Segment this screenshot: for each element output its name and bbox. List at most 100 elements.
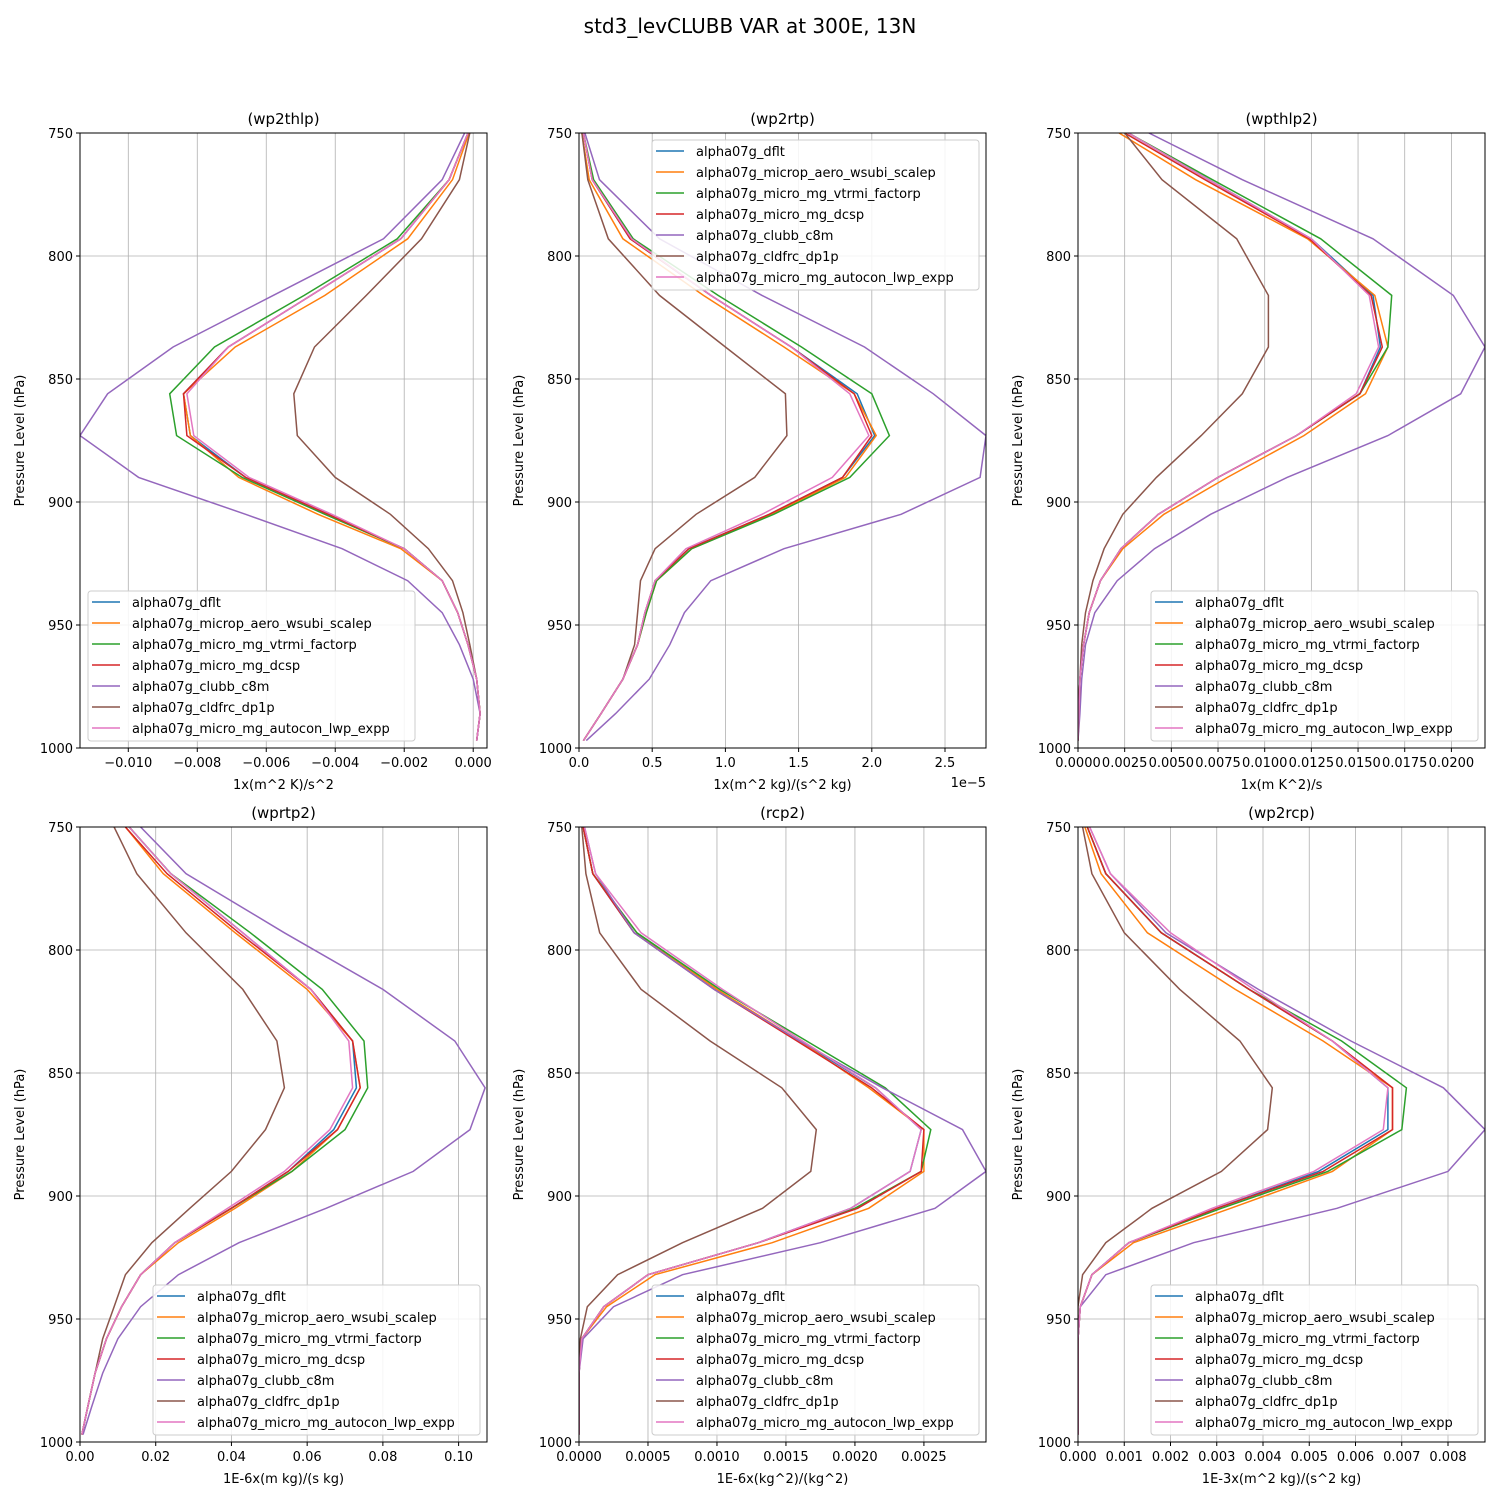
x-tick-label: 1.5 bbox=[788, 756, 809, 771]
series-line-alpha07g_cldfrc_dp1p bbox=[293, 133, 481, 741]
y-tick-label: 850 bbox=[1046, 373, 1071, 388]
y-tick-label: 1000 bbox=[1038, 742, 1071, 757]
legend-label: alpha07g_micro_mg_vtrmi_factorp bbox=[1195, 1332, 1420, 1347]
legend: alpha07g_dflt alpha07g_microp_aero_wsubi_… bbox=[1150, 1284, 1479, 1436]
legend-label: alpha07g_micro_mg_dcsp bbox=[132, 659, 300, 674]
legend-label: alpha07g_cldfrc_dp1p bbox=[197, 1395, 340, 1410]
x-tick-label: 0.000 bbox=[1059, 1450, 1096, 1465]
series-group bbox=[80, 133, 481, 741]
series-line-alpha07g_microp_aero_wsubi_scalep bbox=[1078, 827, 1394, 1435]
legend-label: alpha07g_micro_mg_vtrmi_factorp bbox=[132, 638, 357, 653]
y-axis-label: Pressure Level (hPa) bbox=[1011, 375, 1026, 507]
legend: alpha07g_dflt alpha07g_microp_aero_wsubi_… bbox=[651, 1284, 980, 1436]
x-axis-label: 1E-6x(kg^2)/(kg^2) bbox=[717, 1472, 849, 1487]
y-tick-label: 750 bbox=[48, 821, 73, 836]
x-tick-label: 0.0050 bbox=[1149, 756, 1195, 771]
legend-label: alpha07g_dflt bbox=[1195, 1290, 1284, 1305]
y-tick-label: 1000 bbox=[539, 742, 572, 757]
series-line-alpha07g_cldfrc_dp1p bbox=[1078, 133, 1270, 741]
y-tick-label: 900 bbox=[1046, 496, 1071, 511]
subplot-title: (rcp2) bbox=[760, 804, 805, 822]
x-tick-label: 1.0 bbox=[715, 756, 736, 771]
series-line-alpha07g_micro_mg_autocon_lwp_expp bbox=[186, 133, 481, 741]
x-tick-label: 0.0025 bbox=[901, 1450, 947, 1465]
x-tick-label: 0.005 bbox=[1291, 1450, 1328, 1465]
x-tick-label: 0.5 bbox=[642, 756, 663, 771]
y-tick-label: 1000 bbox=[539, 1436, 572, 1451]
x-tick-label: 0.003 bbox=[1198, 1450, 1235, 1465]
series-line-alpha07g_clubb_c8m bbox=[82, 827, 486, 1435]
legend-box bbox=[87, 590, 416, 742]
x-axis-label: 1E-6x(m kg)/(s kg) bbox=[223, 1472, 344, 1487]
legend-label: alpha07g_micro_mg_autocon_lwp_expp bbox=[197, 1416, 455, 1431]
series-line-alpha07g_cldfrc_dp1p bbox=[81, 827, 286, 1435]
x-tick-label: 0.0010 bbox=[694, 1450, 740, 1465]
legend-label: alpha07g_clubb_c8m bbox=[1195, 680, 1332, 695]
legend-label: alpha07g_microp_aero_wsubi_scalep bbox=[696, 166, 936, 181]
legend: alpha07g_dflt alpha07g_microp_aero_wsubi_… bbox=[152, 1284, 481, 1436]
subplot-2: 0.0 0.5 1.0 1.5 2.0 2.5 750 800 850 900 950 1000 (wp… bbox=[512, 110, 987, 793]
y-tick-label: 750 bbox=[1046, 127, 1071, 142]
y-tick-label: 750 bbox=[1046, 821, 1071, 836]
y-tick-label: 950 bbox=[1046, 619, 1071, 634]
x-tick-label: 0.0020 bbox=[832, 1450, 878, 1465]
x-tick-label: 0.00 bbox=[66, 1450, 95, 1465]
y-tick-label: 800 bbox=[547, 250, 572, 265]
subplot-5: 0.0000 0.0005 0.0010 0.0015 0.0020 0.0025 750 8… bbox=[512, 804, 987, 1487]
legend-label: alpha07g_clubb_c8m bbox=[197, 1374, 334, 1389]
y-tick-label: 950 bbox=[547, 1313, 572, 1328]
x-tick-label: 0.0 bbox=[569, 756, 590, 771]
y-tick-label: 800 bbox=[1046, 944, 1071, 959]
series-line-alpha07g_clubb_c8m bbox=[1078, 133, 1485, 741]
plot-frame bbox=[1077, 132, 1486, 749]
x-axis-label: 1x(m K^2)/s bbox=[1241, 778, 1323, 793]
subplot-6: 0.000 0.001 0.002 0.003 0.004 0.005 0.006 0.007… bbox=[1011, 804, 1486, 1487]
y-axis-label: Pressure Level (hPa) bbox=[13, 375, 28, 507]
series-group bbox=[1078, 827, 1485, 1435]
legend-label: alpha07g_micro_mg_dcsp bbox=[197, 1353, 365, 1368]
x-offset-text: 1e−5 bbox=[951, 776, 986, 791]
subplot-title: (wprtp2) bbox=[251, 804, 316, 822]
x-tick-label: −0.010 bbox=[104, 756, 152, 771]
y-tick-label: 850 bbox=[48, 373, 73, 388]
legend-label: alpha07g_micro_mg_autocon_lwp_expp bbox=[1195, 1416, 1453, 1431]
x-tick-label: 0.0100 bbox=[1242, 756, 1288, 771]
x-tick-label: 2.5 bbox=[935, 756, 956, 771]
x-tick-label: 0.007 bbox=[1383, 1450, 1420, 1465]
y-tick-label: 800 bbox=[48, 944, 73, 959]
series-line-alpha07g_clubb_c8m bbox=[80, 133, 481, 741]
legend-label: alpha07g_clubb_c8m bbox=[696, 1374, 833, 1389]
subplot-title: (wpthlp2) bbox=[1245, 110, 1317, 128]
y-axis-label: Pressure Level (hPa) bbox=[512, 375, 527, 507]
subplot-title: (wp2rtp) bbox=[750, 110, 815, 128]
legend: alpha07g_dflt alpha07g_microp_aero_wsubi_… bbox=[1150, 590, 1479, 742]
x-tick-label: 0.02 bbox=[141, 1450, 170, 1465]
y-tick-label: 950 bbox=[547, 619, 572, 634]
x-tick-label: −0.008 bbox=[173, 756, 221, 771]
legend-label: alpha07g_dflt bbox=[696, 145, 785, 160]
figure-title: std3_levCLUBB VAR at 300E, 13N bbox=[583, 14, 917, 38]
subplot-1: −0.010 −0.008 −0.006 −0.004 −0.002 0.000 750 80… bbox=[13, 110, 492, 793]
y-tick-label: 850 bbox=[547, 373, 572, 388]
x-axis-label: 1x(m^2 K)/s^2 bbox=[233, 778, 334, 793]
legend-label: alpha07g_microp_aero_wsubi_scalep bbox=[696, 1311, 936, 1326]
y-tick-label: 1000 bbox=[40, 742, 73, 757]
legend-label: alpha07g_microp_aero_wsubi_scalep bbox=[1195, 617, 1435, 632]
plot-frame bbox=[79, 132, 488, 749]
x-tick-label: 0.006 bbox=[1337, 1450, 1374, 1465]
x-tick-label: 0.000 bbox=[455, 756, 492, 771]
y-tick-label: 900 bbox=[48, 496, 73, 511]
y-tick-label: 750 bbox=[547, 821, 572, 836]
legend-label: alpha07g_dflt bbox=[197, 1290, 286, 1305]
legend: alpha07g_dflt alpha07g_microp_aero_wsubi_… bbox=[87, 590, 416, 742]
x-tick-label: 2.0 bbox=[861, 756, 882, 771]
y-tick-label: 900 bbox=[48, 1190, 73, 1205]
x-tick-label: 0.0000 bbox=[1055, 756, 1101, 771]
x-tick-label: −0.004 bbox=[311, 756, 359, 771]
legend-label: alpha07g_microp_aero_wsubi_scalep bbox=[197, 1311, 437, 1326]
y-axis-label: Pressure Level (hPa) bbox=[1011, 1069, 1026, 1201]
series-line-alpha07g_cldfrc_dp1p bbox=[581, 133, 788, 742]
legend-label: alpha07g_micro_mg_dcsp bbox=[696, 1353, 864, 1368]
x-tick-label: 0.008 bbox=[1429, 1450, 1466, 1465]
